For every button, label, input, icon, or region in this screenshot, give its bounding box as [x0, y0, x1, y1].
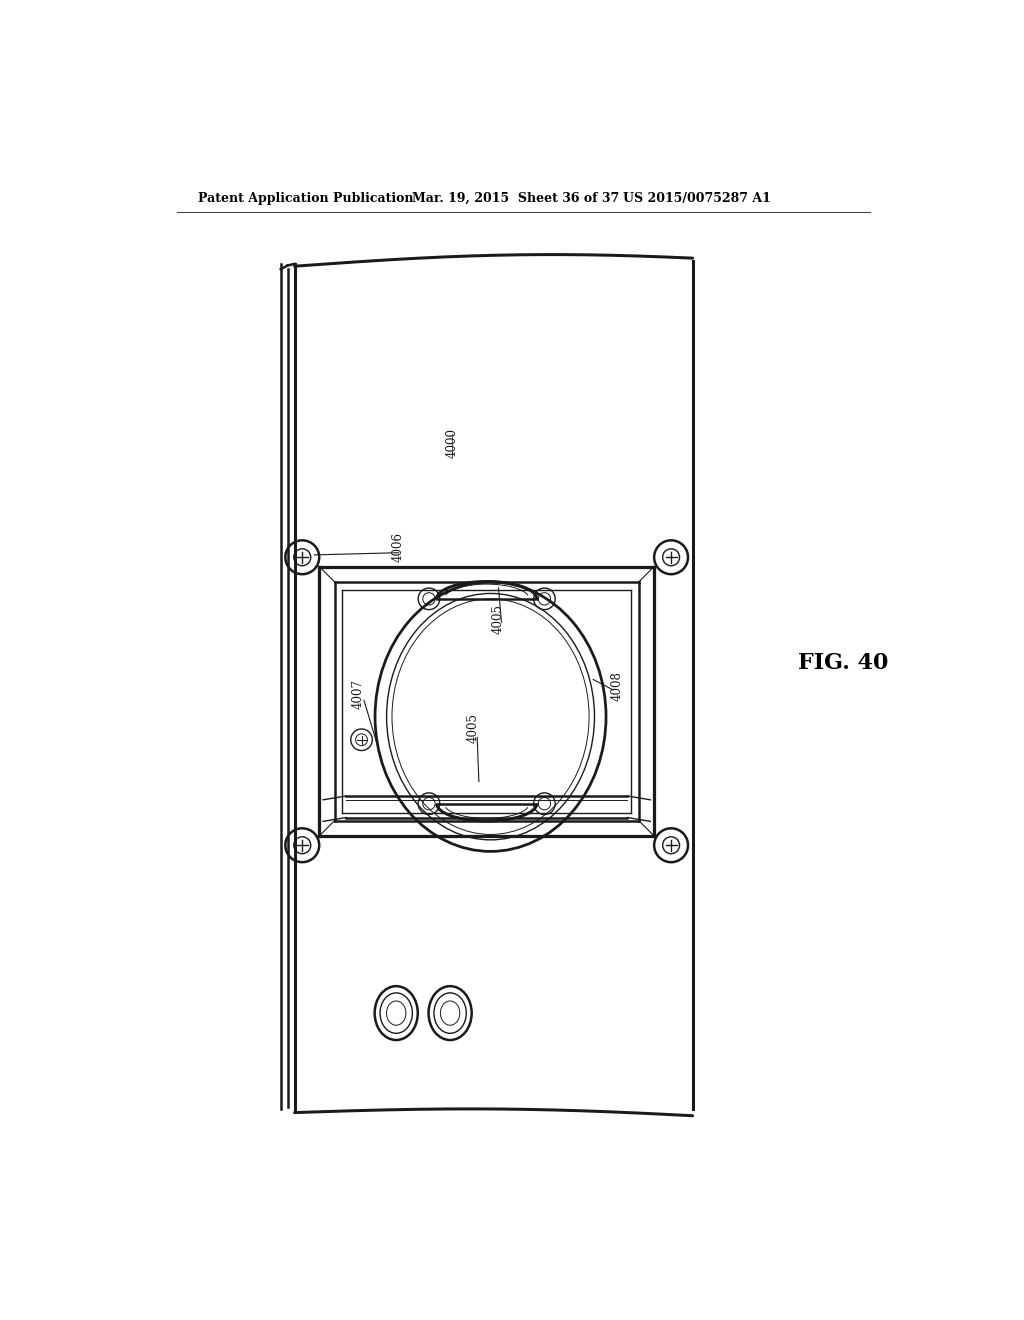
Text: 4000: 4000: [445, 428, 459, 458]
Text: 4005: 4005: [467, 713, 479, 743]
Text: 4008: 4008: [610, 671, 624, 701]
Text: US 2015/0075287 A1: US 2015/0075287 A1: [624, 191, 771, 205]
Text: 4006: 4006: [392, 532, 406, 562]
Text: 4005: 4005: [493, 603, 505, 634]
Text: Mar. 19, 2015  Sheet 36 of 37: Mar. 19, 2015 Sheet 36 of 37: [412, 191, 618, 205]
Text: FIG. 40: FIG. 40: [798, 652, 888, 673]
Text: 4007: 4007: [351, 678, 365, 709]
Text: Patent Application Publication: Patent Application Publication: [199, 191, 414, 205]
